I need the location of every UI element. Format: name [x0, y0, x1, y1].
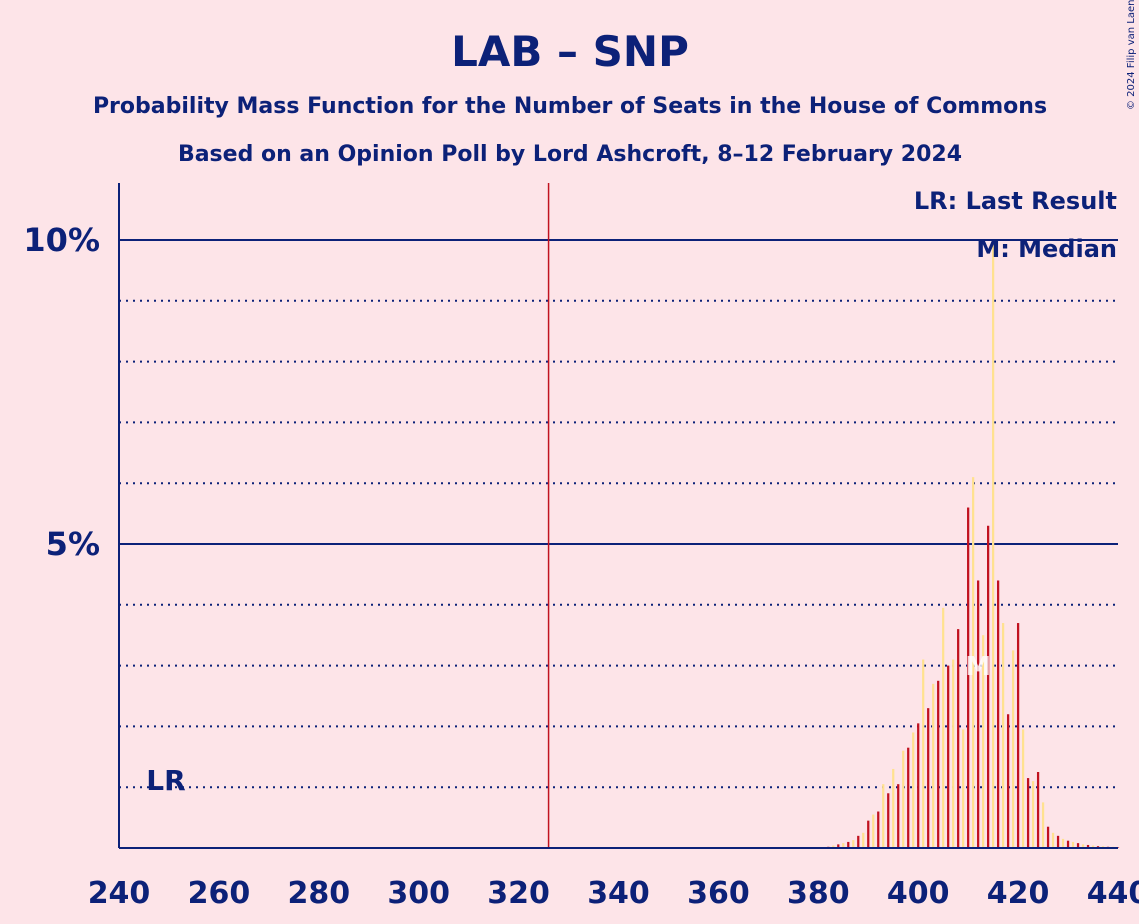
bar — [1031, 781, 1035, 848]
x-tick-label: 260 — [188, 876, 251, 911]
x-tick-label: 420 — [987, 876, 1050, 911]
bar — [842, 843, 845, 848]
bar — [902, 750, 905, 848]
x-tick-label: 240 — [88, 876, 151, 911]
x-tick-label: 440 — [1087, 876, 1139, 911]
x-tick-label: 400 — [887, 876, 950, 911]
x-tick-label: 280 — [287, 876, 350, 911]
bar — [937, 680, 940, 848]
bar — [996, 580, 1000, 848]
axes: 240 260 280 300 320 340 360 380 400 420 440 5% 10% — [23, 183, 1139, 911]
bar — [947, 665, 950, 848]
bar — [1066, 840, 1070, 848]
bar — [1081, 844, 1085, 848]
bar — [887, 793, 890, 848]
bar — [927, 708, 930, 848]
bar — [952, 659, 955, 848]
bar — [1061, 838, 1065, 848]
bar — [907, 747, 910, 848]
bar — [1041, 802, 1045, 848]
median-label: M — [965, 652, 991, 682]
bar — [1086, 844, 1090, 848]
bar — [1001, 623, 1005, 848]
bar — [957, 629, 960, 848]
bar — [877, 811, 880, 848]
bar — [982, 635, 985, 848]
bar — [1056, 835, 1060, 848]
bar — [867, 820, 870, 848]
last-result-label: LR — [146, 764, 185, 797]
y-tick-label: 5% — [46, 525, 100, 563]
x-tick-label: 320 — [487, 876, 550, 911]
bar — [852, 840, 855, 848]
bar — [1071, 841, 1075, 848]
bar — [972, 477, 975, 848]
bar — [872, 814, 875, 848]
bar — [857, 835, 860, 848]
bar — [917, 723, 920, 848]
legend-last-result: LR: Last Result — [914, 187, 1117, 215]
bar — [1036, 772, 1040, 848]
chart-subtitle-2: Based on an Opinion Poll by Lord Ashcrof… — [178, 142, 962, 167]
bar — [1006, 714, 1010, 848]
chart-title: LAB – SNP — [451, 27, 689, 76]
bar — [932, 683, 935, 848]
bar — [892, 768, 895, 848]
bar — [962, 729, 965, 848]
bar — [1076, 843, 1080, 848]
bar — [912, 732, 915, 848]
x-tick-label: 360 — [687, 876, 750, 911]
bar — [1051, 832, 1055, 848]
copyright-text: © 2024 Filip van Laenen — [1126, 0, 1137, 110]
bar — [1011, 650, 1015, 848]
bar — [862, 832, 865, 848]
bar — [942, 607, 945, 848]
bar — [987, 525, 990, 848]
x-tick-label: 340 — [587, 876, 650, 911]
gridlines — [119, 239, 1118, 789]
y-tick-label: 10% — [23, 221, 100, 259]
bar — [832, 845, 835, 848]
x-tick-label: 380 — [787, 876, 850, 911]
bar — [897, 784, 900, 848]
bars — [827, 243, 1120, 849]
bar — [1091, 845, 1095, 848]
bar — [1046, 826, 1050, 848]
bar — [1016, 623, 1020, 848]
chart-subtitle-1: Probability Mass Function for the Number… — [93, 94, 1047, 119]
bar — [882, 784, 885, 848]
bar — [967, 507, 970, 848]
bar — [977, 580, 980, 848]
bar — [1021, 729, 1025, 848]
markers: LR M — [146, 183, 991, 848]
x-tick-label: 300 — [387, 876, 450, 911]
bar — [1026, 778, 1030, 848]
bar — [922, 659, 925, 848]
legend-median: M: Median — [976, 235, 1117, 263]
bar — [992, 243, 995, 849]
bar — [837, 844, 840, 848]
bar — [847, 841, 850, 848]
